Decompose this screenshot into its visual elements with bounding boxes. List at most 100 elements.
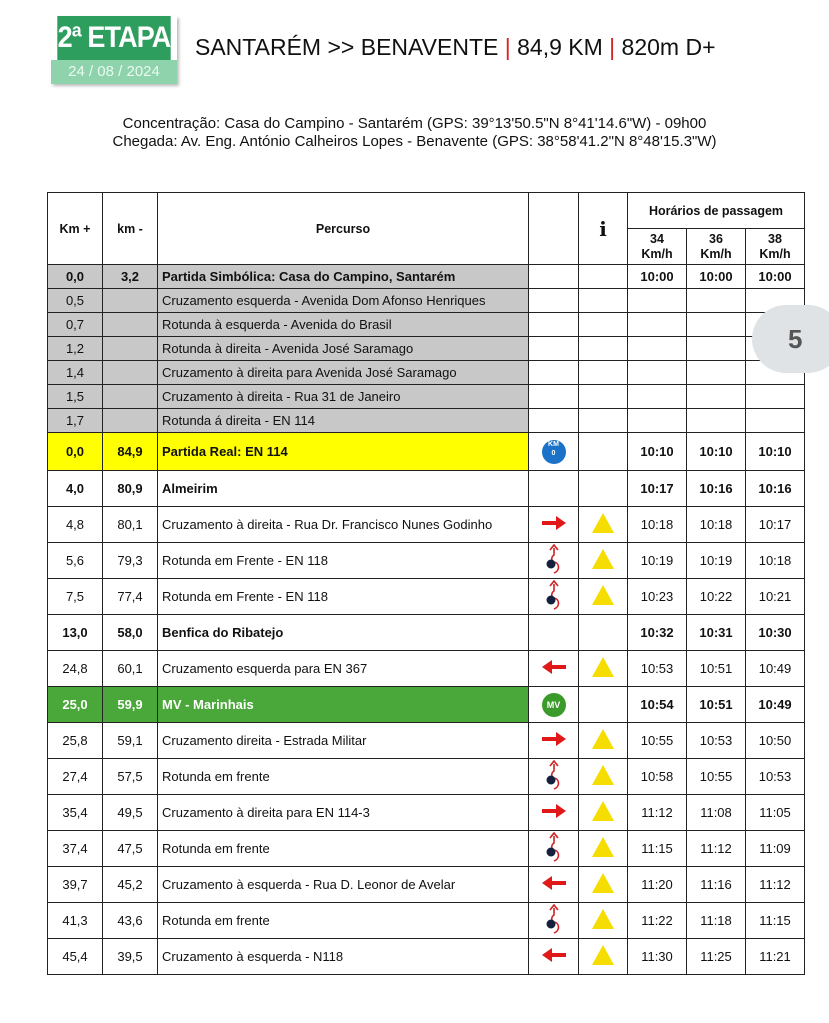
- route-desc: Cruzamento à direita - Rua Dr. Francisco…: [157, 506, 529, 543]
- info-cell: [578, 408, 628, 433]
- time-36: [686, 360, 746, 385]
- km-plus: 25,0: [47, 686, 103, 723]
- direction-cell: [528, 470, 579, 507]
- route-desc: Rotunda em frente: [157, 902, 529, 939]
- table-row: 35,4 49,5 Cruzamento à direita para EN 1…: [47, 794, 805, 831]
- km-minus: 84,9: [102, 432, 158, 471]
- km-minus: [102, 360, 158, 385]
- time-36: 10:16: [686, 470, 746, 507]
- time-36: 10:53: [686, 722, 746, 759]
- time-36: 10:22: [686, 578, 746, 615]
- route-desc: Rotunda à direita - Avenida José Saramag…: [157, 336, 529, 361]
- time-38: 10:16: [745, 470, 805, 507]
- info-cell: [578, 384, 628, 409]
- direction-cell: [528, 542, 579, 579]
- table-row: 37,4 47,5 Rotunda em frente 11:15 11:12 …: [47, 830, 805, 867]
- info-cell: [578, 432, 628, 471]
- stage-title: SANTARÉM >> BENAVENTE | 84,9 KM | 820m D…: [195, 34, 716, 61]
- table-row: 25,8 59,1 Cruzamento direita - Estrada M…: [47, 722, 805, 759]
- time-38: 10:53: [745, 758, 805, 795]
- page-indicator[interactable]: 5: [752, 305, 829, 373]
- km-plus: 45,4: [47, 938, 103, 975]
- time-38: 11:15: [745, 902, 805, 939]
- time-38: 11:09: [745, 830, 805, 867]
- time-34: 11:20: [627, 866, 687, 903]
- time-36: 10:18: [686, 506, 746, 543]
- table-row: 13,0 58,0 Benfica do Ribatejo 10:32 10:3…: [47, 614, 805, 651]
- table-row: 1,2 Rotunda à direita - Avenida José Sar…: [47, 336, 805, 361]
- arrow-right-icon: [541, 516, 567, 534]
- direction-cell: [528, 264, 579, 289]
- time-38: 10:30: [745, 614, 805, 651]
- km-plus: 27,4: [47, 758, 103, 795]
- direction-cell: [528, 938, 579, 975]
- direction-cell: [528, 384, 579, 409]
- time-36: [686, 312, 746, 337]
- direction-cell: [528, 866, 579, 903]
- time-34: 11:30: [627, 938, 687, 975]
- roundabout-icon: [544, 759, 564, 793]
- warning-icon: [592, 945, 614, 965]
- route-desc: Cruzamento direita - Estrada Militar: [157, 722, 529, 759]
- direction-cell: [528, 758, 579, 795]
- km-minus: [102, 336, 158, 361]
- info-cell: [578, 758, 628, 795]
- warning-icon: [592, 765, 614, 785]
- warning-icon: [592, 585, 614, 605]
- route-desc: Rotunda em Frente - EN 118: [157, 578, 529, 615]
- time-36: 10:51: [686, 650, 746, 687]
- header-speed-38: 38 Km/h: [745, 228, 805, 265]
- info-cell: [578, 506, 628, 543]
- time-36: 11:16: [686, 866, 746, 903]
- time-34: 10:32: [627, 614, 687, 651]
- km-minus: [102, 384, 158, 409]
- km-plus: 25,8: [47, 722, 103, 759]
- route-desc: Rotunda em frente: [157, 758, 529, 795]
- route-desc: Cruzamento esquerda para EN 367: [157, 650, 529, 687]
- stage-label: 2ª ETAPA: [57, 16, 171, 60]
- km-minus: 80,9: [102, 470, 158, 507]
- elevation: 820m D+: [621, 34, 716, 60]
- km-plus: 24,8: [47, 650, 103, 687]
- km-plus: 4,0: [47, 470, 103, 507]
- roundabout-icon: [544, 831, 564, 865]
- time-38: 11:05: [745, 794, 805, 831]
- warning-icon: [592, 909, 614, 929]
- km-minus: 57,5: [102, 758, 158, 795]
- time-38: [745, 384, 805, 409]
- time-34: [627, 312, 687, 337]
- info-cell: [578, 360, 628, 385]
- route-desc: MV - Marinhais: [157, 686, 529, 723]
- warning-icon: [592, 657, 614, 677]
- time-34: 10:10: [627, 432, 687, 471]
- info-cell: [578, 866, 628, 903]
- km-minus: 79,3: [102, 542, 158, 579]
- time-38: 10:49: [745, 686, 805, 723]
- time-34: [627, 384, 687, 409]
- direction-cell: [528, 650, 579, 687]
- finish-info: Chegada: Av. Eng. António Calheiros Lope…: [112, 133, 717, 150]
- time-34: 10:58: [627, 758, 687, 795]
- header-info: i: [578, 192, 628, 265]
- time-38: 10:10: [745, 432, 805, 471]
- direction-cell: [528, 360, 579, 385]
- km-plus: 39,7: [47, 866, 103, 903]
- km-minus: [102, 312, 158, 337]
- table-row: 39,7 45,2 Cruzamento à esquerda - Rua D.…: [47, 866, 805, 903]
- direction-cell: [528, 902, 579, 939]
- warning-icon: [592, 729, 614, 749]
- route-desc: Partida Simbólica: Casa do Campino, Sant…: [157, 264, 529, 289]
- time-36: 10:19: [686, 542, 746, 579]
- time-38: 10:00: [745, 264, 805, 289]
- route: SANTARÉM >> BENAVENTE: [195, 34, 499, 60]
- time-36: 10:10: [686, 432, 746, 471]
- header-route: Percurso: [157, 192, 529, 265]
- header-km-minus: km -: [102, 192, 158, 265]
- route-desc: Rotunda á direita - EN 114: [157, 408, 529, 433]
- start-info: Concentração: Casa do Campino - Santarém…: [122, 115, 707, 132]
- route-desc: Cruzamento à direita - Rua 31 de Janeiro: [157, 384, 529, 409]
- km-minus: 3,2: [102, 264, 158, 289]
- table-row: 25,0 59,9 MV - Marinhais MV 10:54 10:51 …: [47, 686, 805, 723]
- time-38: 10:18: [745, 542, 805, 579]
- time-36: 10:31: [686, 614, 746, 651]
